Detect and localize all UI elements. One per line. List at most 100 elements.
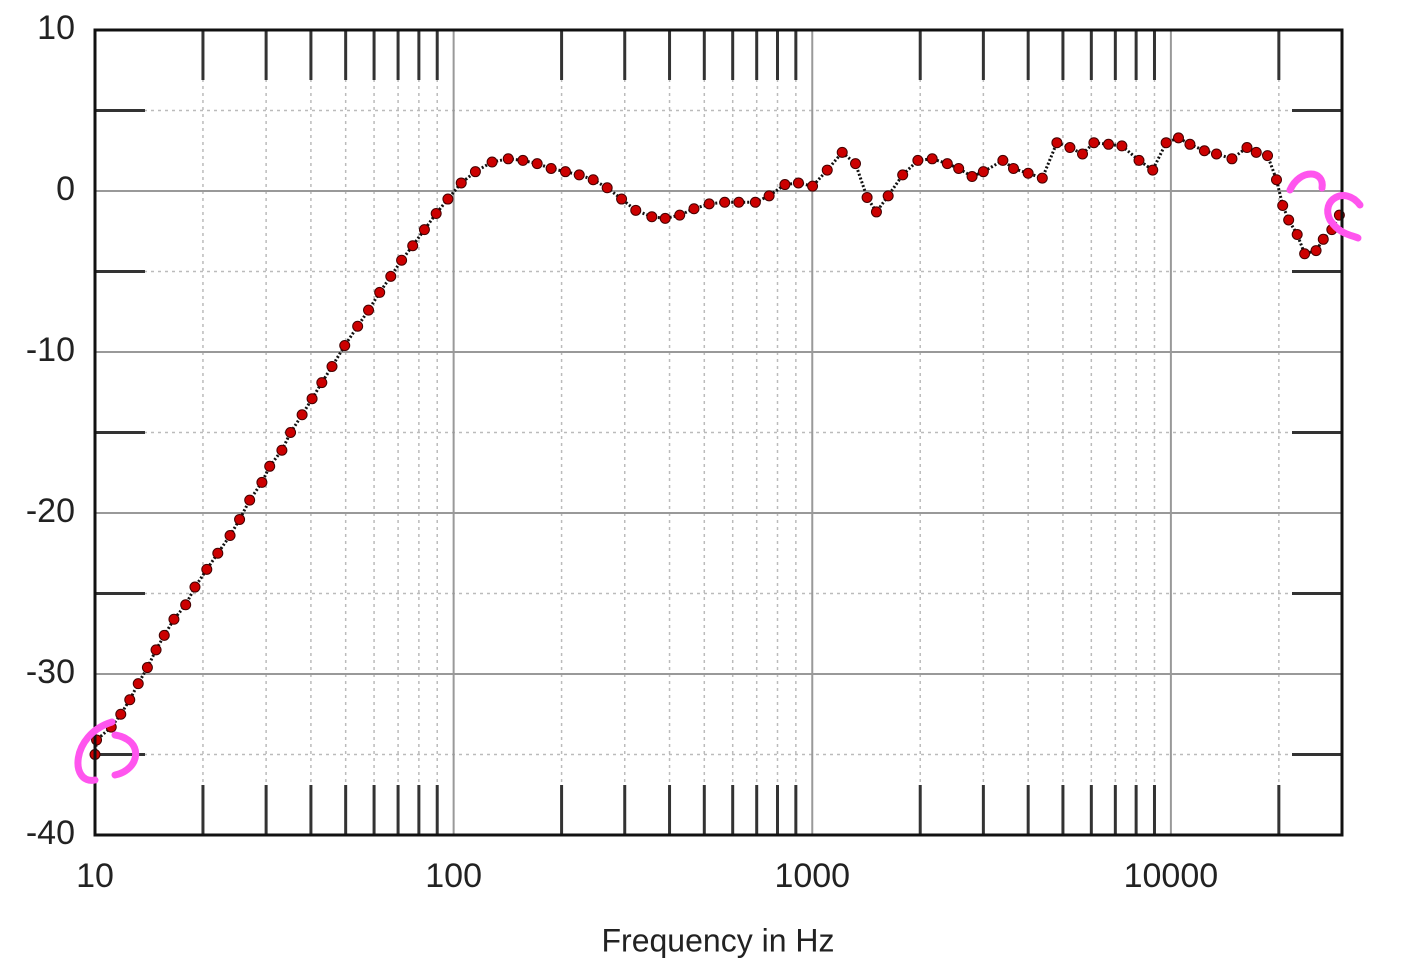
point xyxy=(1250,146,1262,158)
point xyxy=(1283,214,1295,226)
point xyxy=(882,190,894,202)
point xyxy=(264,460,276,472)
point xyxy=(749,196,761,208)
point xyxy=(616,193,628,205)
point xyxy=(141,662,153,674)
point xyxy=(418,224,430,236)
point xyxy=(573,169,585,181)
point xyxy=(374,286,386,298)
point xyxy=(212,547,224,559)
point xyxy=(256,476,268,488)
point xyxy=(850,158,862,170)
point xyxy=(396,254,408,266)
point xyxy=(953,162,965,174)
point xyxy=(997,154,1009,166)
point xyxy=(1262,150,1274,162)
point xyxy=(407,240,419,252)
point xyxy=(545,162,557,174)
plot-frame xyxy=(93,28,1344,837)
point xyxy=(442,193,454,205)
point xyxy=(733,196,745,208)
point xyxy=(339,340,351,352)
point xyxy=(1022,167,1034,179)
point xyxy=(1088,137,1100,149)
annotation xyxy=(1286,170,1364,242)
point xyxy=(326,360,338,372)
point xyxy=(861,191,873,203)
point xyxy=(502,153,514,165)
point xyxy=(719,196,731,208)
point xyxy=(630,204,642,216)
point xyxy=(966,171,978,183)
point xyxy=(836,146,848,158)
point xyxy=(1103,138,1115,150)
point xyxy=(306,393,318,405)
point xyxy=(688,203,700,215)
point xyxy=(1226,153,1238,165)
point xyxy=(296,409,308,421)
point xyxy=(1310,245,1322,257)
point xyxy=(455,177,467,189)
point xyxy=(1317,233,1329,245)
point xyxy=(1064,142,1076,154)
point xyxy=(124,694,136,706)
point xyxy=(1277,199,1289,211)
point xyxy=(1077,148,1089,160)
point xyxy=(870,206,882,218)
point xyxy=(244,494,256,506)
annotation xyxy=(74,718,140,784)
point xyxy=(1160,137,1172,149)
point xyxy=(646,211,658,223)
point xyxy=(115,708,127,720)
point xyxy=(1172,132,1184,144)
x-tick-label: 100 xyxy=(425,857,482,895)
x-tick-label: 1000 xyxy=(774,857,850,895)
point xyxy=(517,154,529,166)
point xyxy=(659,212,671,224)
y-tick-label: -10 xyxy=(26,331,75,369)
y-tick-label: -20 xyxy=(26,492,75,530)
point xyxy=(1007,162,1019,174)
point xyxy=(224,530,236,542)
point xyxy=(168,613,180,625)
point xyxy=(1210,148,1222,160)
point xyxy=(276,444,288,456)
point xyxy=(1184,138,1196,150)
point xyxy=(531,158,543,170)
marks xyxy=(89,132,1345,760)
point xyxy=(763,190,775,202)
point xyxy=(158,629,170,641)
point xyxy=(150,644,162,656)
point xyxy=(486,156,498,168)
point xyxy=(703,198,715,210)
point xyxy=(1299,248,1311,260)
point xyxy=(587,174,599,186)
point xyxy=(926,153,938,165)
point xyxy=(1270,174,1282,186)
point xyxy=(977,166,989,178)
point xyxy=(779,179,791,191)
point xyxy=(385,270,397,282)
point xyxy=(1036,172,1048,184)
point xyxy=(189,581,201,593)
point xyxy=(1291,228,1303,240)
point xyxy=(792,177,804,189)
point xyxy=(234,513,246,525)
y-tick-label: -30 xyxy=(26,653,75,691)
point xyxy=(316,377,328,389)
point xyxy=(1198,145,1210,157)
point xyxy=(601,182,613,194)
y-tick-label: 0 xyxy=(56,170,75,208)
point xyxy=(1116,140,1128,152)
x-tick-label: 10000 xyxy=(1124,857,1219,895)
x-tick-label: 10 xyxy=(76,857,114,895)
point xyxy=(1133,154,1145,166)
point xyxy=(201,563,213,575)
x-axis-title: Frequency in Hz xyxy=(602,922,835,958)
point xyxy=(469,166,481,178)
point xyxy=(1147,164,1159,176)
point xyxy=(1051,137,1063,149)
point xyxy=(180,599,192,611)
y-tick-label: 10 xyxy=(37,9,75,47)
